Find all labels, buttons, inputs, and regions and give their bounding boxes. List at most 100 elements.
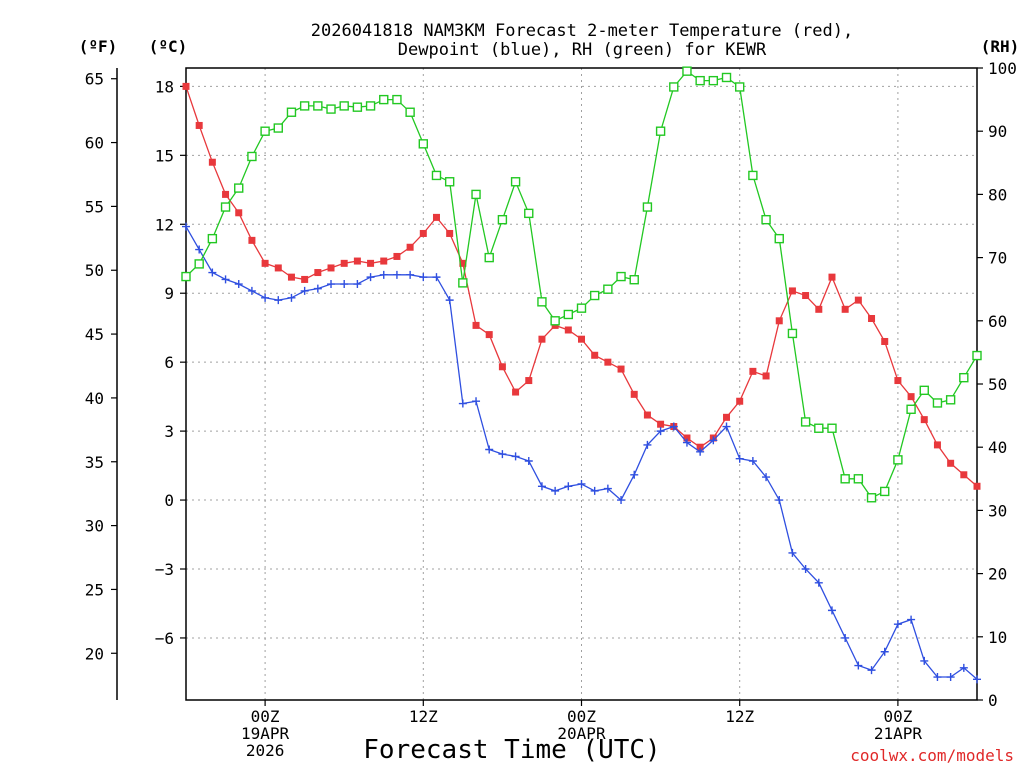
rh-tick-label: 50 [988,375,1007,394]
dewpoint-point [234,280,243,289]
fahrenheit-tick-label: 60 [85,134,104,153]
x-tick-label: 12Z [409,707,438,726]
rh-point [339,101,349,111]
rh-point [682,66,692,76]
celsius-tick-label: 18 [155,77,174,96]
dewpoint-point [472,397,481,406]
dewpoint-point [353,280,362,289]
temperature-point [327,264,335,272]
fahrenheit-tick-label: 55 [85,197,104,216]
temperature-point [235,209,243,217]
rh-point [655,126,666,136]
rh-point [642,202,653,212]
dewpoint-point [327,280,336,289]
temperature-point [367,259,375,267]
rh-point [761,214,771,225]
rh-point [748,170,758,181]
x-axis-title: Forecast Time (UTC) [363,735,660,765]
dewpoint-point [458,399,467,408]
dewpoint-point [445,296,454,305]
temperature-point [353,257,361,265]
dewpoint-point [274,296,283,305]
celsius-tick-label: 6 [164,353,174,372]
dewpoint-point [406,270,415,279]
celsius-tick-label: 0 [164,491,174,510]
rh-point [313,101,323,111]
temperature-point [314,269,322,277]
dewpoint-point [893,620,902,629]
rh-point [945,395,956,405]
dewpoint-point [907,615,916,624]
rh-point [524,208,534,219]
rh-tick-label: 60 [988,312,1007,331]
rh-point [444,177,455,187]
temperature-point [591,351,599,359]
temperature-point [525,377,533,385]
temperature-point [723,413,731,421]
rh-tick-label: 0 [988,691,998,710]
temperature-point [340,259,348,267]
rh-point [774,233,784,244]
temperature-point [854,296,862,304]
rh-point [418,139,428,149]
temperature-point [380,257,388,265]
dewpoint-point [827,606,836,615]
temperature-point [933,441,941,449]
dewpoint-point [524,456,533,465]
dewpoint-point [261,293,270,302]
dewpoint-point [696,447,705,456]
temperature-point [393,252,401,260]
dewpoint-point [247,286,256,295]
rh-point [695,75,705,86]
temperature-point [920,416,928,424]
rh-point [787,328,798,339]
celsius-tick-label: 12 [155,215,174,234]
dewpoint-point [854,661,863,670]
dewpoint-point [946,673,955,682]
rh-point [932,398,943,408]
dewpoint-point [748,456,757,465]
x-tick-label: 00Z [883,707,912,726]
rh-point [708,75,719,86]
temperature-point [512,388,520,396]
temperature-point [195,121,203,129]
dewpoint-point [735,454,744,463]
dewpoint-point [221,275,230,284]
temperature-point [274,264,282,272]
x-tick-label: 2026 [246,741,285,760]
rh-point [392,94,402,105]
dewpoint-point [551,486,560,495]
plot-frame [185,67,978,701]
rh-point [735,82,745,92]
temperature-point [788,287,796,295]
temperature-point [406,243,414,251]
x-tick-label: 00Z [567,707,596,726]
temperature-point [841,305,849,313]
dewpoint-point [867,666,876,675]
rh-point [431,170,442,181]
dewpoint-point [208,268,217,277]
rh-point [326,104,336,114]
celsius-axis-label: (ºC) [149,37,188,56]
temperature-point [419,229,427,237]
x-tick-label: 20APR [557,724,606,743]
temperature-point [947,459,955,467]
dewpoint-point [379,270,388,279]
temperature-point [894,377,902,385]
temperature-point [762,372,770,380]
grid-lines [186,68,977,700]
chart-title-line2: Dewpoint (blue), RH (green) for KEWR [398,40,767,60]
dewpoint-point [313,284,322,293]
fahrenheit-tick-label: 45 [85,325,104,344]
rh-point [497,214,508,225]
rh-point [260,126,270,136]
dewpoint-point [617,496,626,505]
fahrenheit-tick-label: 35 [85,453,104,472]
rh-point [247,151,257,162]
dewpoint-point [920,656,929,665]
dewpoint-point [880,647,889,656]
rh-point [853,474,864,484]
rh-tick-label: 90 [988,122,1007,141]
rh-point [959,372,969,383]
rh-point [220,202,231,212]
